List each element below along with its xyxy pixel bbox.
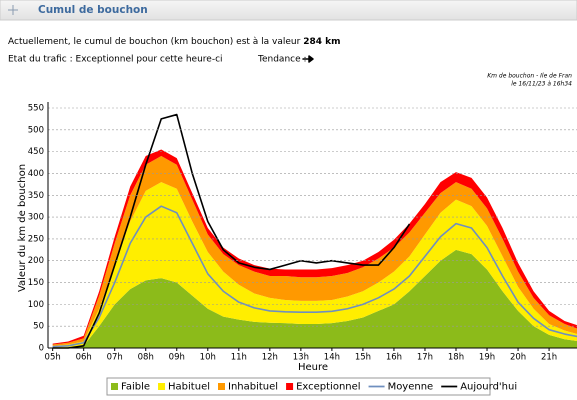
x-tick-label: 13h — [293, 353, 309, 363]
legend-label: Habituel — [168, 382, 210, 393]
x-tick-label: 08h — [138, 353, 154, 363]
legend-swatch — [218, 383, 225, 390]
legend-label: Aujourd'hui — [460, 382, 517, 393]
x-tick-label: 20h — [510, 353, 526, 363]
line-series — [52, 205, 577, 348]
y-tick-label: 100 — [28, 300, 44, 310]
line-series — [52, 113, 411, 349]
x-tick-label: 09h — [169, 353, 185, 363]
status-current: Actuellement, le cumul de bouchon (km bo… — [8, 37, 341, 47]
legend-label: Moyenne — [388, 382, 434, 393]
area-band — [52, 249, 577, 348]
x-tick-label: 11h — [231, 353, 247, 363]
y-tick-label: 400 — [28, 169, 44, 179]
move-icon — [8, 5, 18, 15]
x-tick-label: 16h — [386, 353, 402, 363]
status-current-value: 284 km — [303, 37, 340, 47]
y-axis-label: Valeur du km de bouchon — [17, 164, 28, 292]
x-tick-label: 19h — [479, 353, 495, 363]
y-tick-label: 550 — [28, 104, 44, 114]
legend-label: Inhabituel — [228, 382, 278, 393]
y-tick-label: 300 — [28, 213, 44, 223]
x-tick-label: 15h — [355, 353, 371, 363]
x-axis-label: Heure — [298, 362, 328, 373]
header-title: Cumul de bouchon — [38, 4, 148, 16]
y-tick-label: 500 — [28, 125, 44, 135]
y-tick-label: 50 — [33, 322, 44, 332]
y-tick-label: 450 — [28, 147, 44, 157]
legend-label: Exceptionnel — [296, 382, 360, 393]
x-tick-label: 21h — [541, 353, 557, 363]
y-tick-label: 150 — [28, 278, 44, 288]
x-tick-label: 10h — [200, 353, 216, 363]
header-bar — [0, 0, 577, 21]
x-tick-label: 06h — [76, 353, 92, 363]
status-trend: Tendance : — [257, 55, 307, 65]
area-band — [52, 182, 577, 348]
legend-swatch — [286, 383, 294, 390]
x-tick-label: 17h — [417, 353, 433, 363]
legend-label: Faible — [121, 382, 150, 393]
chart-subtitle: le 16/11/23 à 16h34 — [511, 81, 572, 88]
x-tick-label: 14h — [324, 353, 340, 363]
legend-box — [106, 377, 491, 396]
status-traffic: Etat du trafic : Exceptionnel pour cette… — [8, 55, 223, 65]
area-band — [52, 156, 577, 346]
y-tick-label: 350 — [28, 191, 44, 201]
legend-swatch — [158, 383, 166, 390]
y-tick-label: 200 — [28, 256, 44, 266]
status-current-text: Actuellement, le cumul de bouchon (km bo… — [8, 37, 301, 47]
y-tick-label: 250 — [28, 234, 44, 244]
x-tick-label: 12h — [262, 353, 278, 363]
y-tick-label: 0 — [39, 344, 44, 354]
plot-area — [52, 113, 577, 349]
trend-arrow — [302, 55, 314, 63]
x-tick-label: 05h — [45, 353, 61, 363]
chart-title: Km de bouchon - Ile de Fran — [487, 73, 572, 80]
x-tick-label: 18h — [448, 353, 464, 363]
legend-swatch — [111, 383, 118, 390]
x-tick-label: 07h — [107, 353, 123, 363]
